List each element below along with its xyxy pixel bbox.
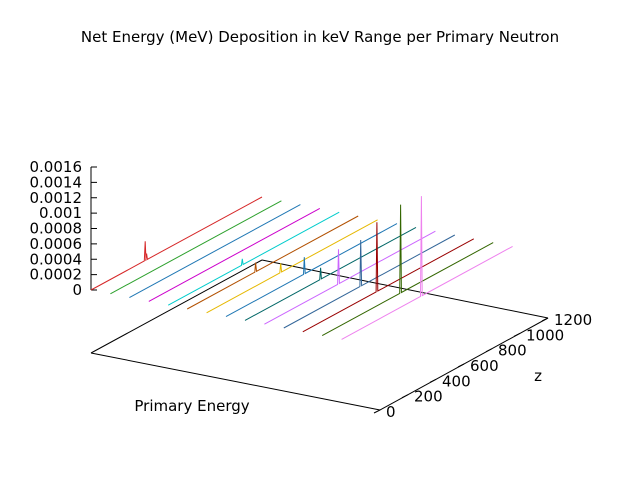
y-tick-mark	[457, 363, 465, 368]
base-edge-front-x	[90, 352, 381, 411]
series-line-5	[167, 211, 340, 306]
y-tick-mark	[429, 378, 437, 383]
series-line-13	[321, 204, 494, 337]
series-layer	[90, 196, 513, 340]
series-line-11	[283, 234, 456, 329]
y-tick-label: 400	[442, 372, 471, 390]
y-tick-mark	[401, 394, 409, 399]
y-tick-label: 0	[386, 403, 396, 421]
y-tick-mark	[513, 332, 521, 337]
base-box	[90, 259, 549, 411]
z-tick-label: 0.0016	[30, 158, 83, 176]
y-tick-label: 1200	[554, 311, 592, 329]
y-tick-label: 1000	[526, 326, 564, 344]
z-tick-label: 0.0006	[30, 235, 83, 253]
series-line-12	[302, 222, 475, 333]
x-axis-label: Primary Energy	[134, 397, 249, 415]
series-line-9	[244, 226, 417, 321]
series-line-2	[110, 200, 282, 295]
series-line-3	[129, 204, 301, 299]
z-tick-label: 0.0014	[30, 173, 83, 191]
z-axis: 00.00020.00040.00060.00080.0010.00120.00…	[30, 158, 97, 299]
z-tick-label: 0.0012	[30, 189, 83, 207]
series-line-8	[225, 223, 398, 318]
z-tick-label: 0	[72, 281, 82, 299]
y-tick-mark	[373, 409, 381, 414]
y-tick-mark	[485, 348, 493, 353]
z-tick-label: 0.0002	[30, 266, 83, 284]
base-edge-left-y	[90, 259, 263, 354]
base-edge-back-x	[261, 259, 549, 319]
series-line-14	[341, 196, 513, 340]
series-line-6	[186, 215, 359, 310]
y-tick-label: 200	[414, 388, 443, 406]
chart-title: Net Energy (MeV) Deposition in keV Range…	[81, 28, 559, 46]
series-line-10	[264, 230, 436, 325]
series-line-4	[148, 207, 321, 302]
y-tick-label: 600	[470, 357, 499, 375]
series-line-1	[90, 196, 263, 291]
y-tick-label: 800	[498, 342, 527, 360]
y-tick-mark	[541, 317, 549, 322]
z-tick-label: 0.0008	[30, 220, 83, 238]
z-tick-label: 0.001	[39, 204, 82, 222]
y-axis-label: z	[534, 367, 542, 385]
series-line-7	[206, 219, 378, 314]
z-tick-label: 0.0004	[30, 250, 83, 268]
